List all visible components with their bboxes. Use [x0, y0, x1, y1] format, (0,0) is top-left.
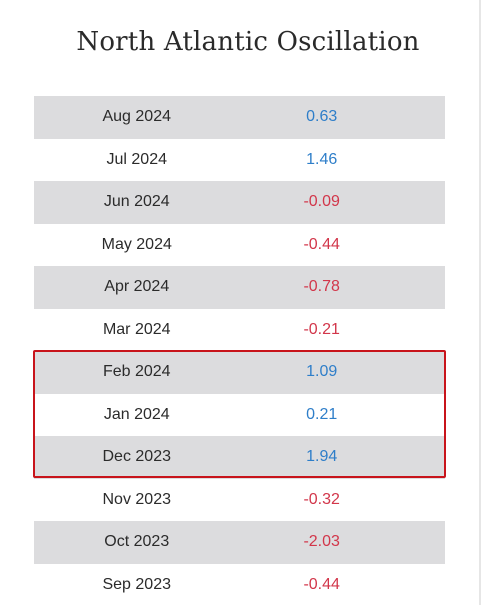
row-date: Nov 2023	[34, 491, 240, 509]
row-value: -0.44	[240, 576, 404, 594]
row-value: -0.78	[240, 278, 404, 296]
table-row: Aug 2024 0.63	[34, 96, 445, 139]
row-date: Jun 2024	[34, 193, 240, 211]
row-value: -0.09	[240, 193, 404, 211]
row-date: Apr 2024	[34, 278, 240, 296]
nao-table: Aug 2024 0.63 Jul 2024 1.46 Jun 2024 -0.…	[34, 96, 445, 606]
row-value: 1.46	[240, 151, 404, 169]
row-date: Dec 2023	[34, 448, 240, 466]
row-date: Feb 2024	[34, 363, 240, 381]
row-value: -0.44	[240, 236, 404, 254]
table-row: Feb 2024 1.09	[34, 351, 445, 394]
table-row: Nov 2023 -0.32	[34, 479, 445, 522]
row-value: 0.21	[240, 406, 404, 424]
row-value: -0.32	[240, 491, 404, 509]
row-date: Jan 2024	[34, 406, 240, 424]
table-row: Oct 2023 -2.03	[34, 521, 445, 564]
row-date: Sep 2023	[34, 576, 240, 594]
row-value: -2.03	[240, 533, 404, 551]
row-value: 0.63	[240, 108, 404, 126]
row-date: Jul 2024	[34, 151, 240, 169]
table-row: Mar 2024 -0.21	[34, 309, 445, 352]
row-date: Mar 2024	[34, 321, 240, 339]
table-row: Jul 2024 1.46	[34, 139, 445, 182]
table-row: Jun 2024 -0.09	[34, 181, 445, 224]
row-date: May 2024	[34, 236, 240, 254]
row-value: 1.09	[240, 363, 404, 381]
row-value: 1.94	[240, 448, 404, 466]
row-date: Oct 2023	[34, 533, 240, 551]
table-row: Dec 2023 1.94	[34, 436, 445, 479]
table-row: May 2024 -0.44	[34, 224, 445, 267]
table-row: Apr 2024 -0.78	[34, 266, 445, 309]
row-date: Aug 2024	[34, 108, 240, 126]
row-value: -0.21	[240, 321, 404, 339]
page-title: North Atlantic Oscillation	[0, 27, 481, 57]
table-row: Jan 2024 0.21	[34, 394, 445, 437]
table-row: Sep 2023 -0.44	[34, 564, 445, 606]
